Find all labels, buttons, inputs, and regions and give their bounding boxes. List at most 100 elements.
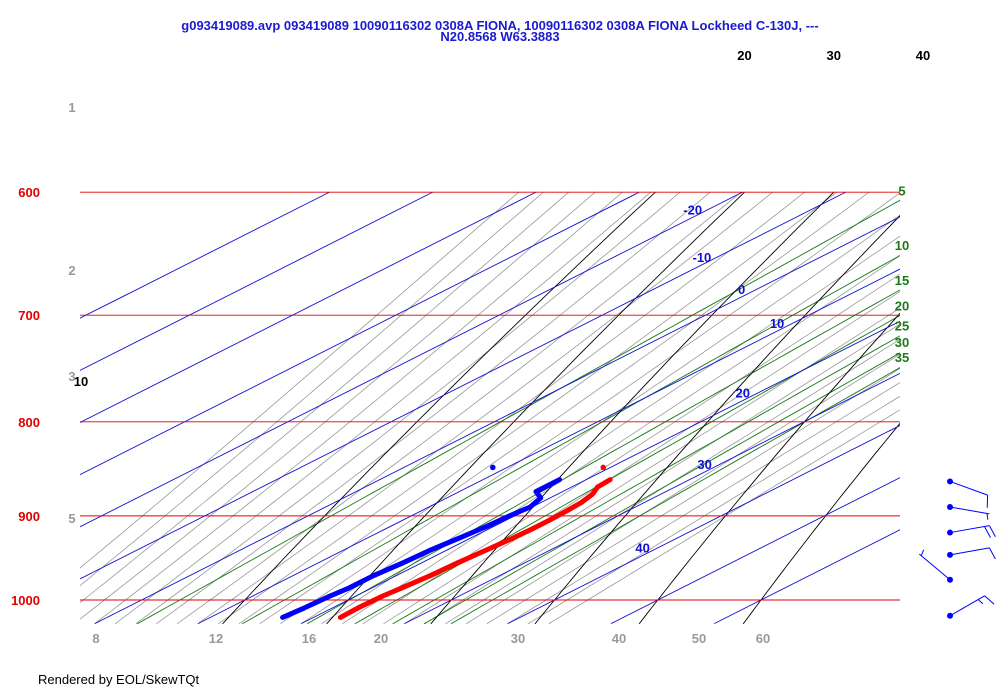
mixing-ratio-label: 10: [895, 238, 909, 253]
moist-adiabat-line: [404, 307, 900, 624]
bottom-scale-label: 20: [374, 631, 388, 646]
wind-barb-feather: [988, 547, 996, 560]
dry-adiabat-label: 10: [74, 374, 88, 389]
wind-barb-feather: [988, 525, 996, 537]
pressure-label: 800: [18, 415, 40, 430]
mixing-ratio-line: [450, 367, 900, 625]
wind-barb: [919, 549, 953, 583]
isotherm-line: [610, 477, 900, 625]
moist-adiabat-line: [383, 291, 900, 624]
dewpoint-trace: [280, 477, 563, 620]
mixing-ratio-label: 15: [895, 273, 909, 288]
bottom-scale-label: 30: [511, 631, 525, 646]
moist-adiabat-line: [300, 214, 900, 624]
dry-adiabat-label: 40: [916, 48, 930, 63]
mixing-ratio-line: [392, 335, 900, 625]
wind-barb-half-feather: [986, 513, 989, 520]
wind-barbs: [919, 478, 996, 619]
mixing-ratio-label: 20: [895, 298, 909, 313]
wind-barb-staff: [949, 506, 990, 515]
mixing-ratio-label: 5: [898, 183, 905, 198]
moist-adiabat-line: [466, 353, 900, 624]
isotherm-label: -20: [683, 202, 702, 217]
isotherms: [80, 191, 900, 625]
isotherm-line: [714, 529, 900, 625]
wind-barb-station: [947, 551, 953, 558]
wind-barb: [947, 478, 989, 508]
bottom-scale-label: 50: [692, 631, 706, 646]
dry-adiabat-label: 20: [737, 48, 751, 63]
isotherm-line: [80, 191, 433, 371]
wind-barb-station: [947, 503, 953, 510]
left-scale-label: 1: [68, 100, 75, 115]
moist-adiabat-line: [486, 368, 900, 624]
mixing-ratio-label: 30: [895, 335, 909, 350]
isotherm-label: 10: [770, 316, 784, 331]
moist-adiabat-line: [176, 191, 742, 624]
chart-subtitle: N20.8568 W63.3883: [440, 29, 560, 44]
dry-adiabat-line: [638, 312, 900, 625]
wind-barb-half-feather: [977, 599, 984, 605]
dry-adiabat-label: 30: [827, 48, 841, 63]
moist-adiabat-line: [80, 191, 520, 569]
dewpoint-point: [489, 464, 496, 471]
wind-barb: [947, 503, 990, 520]
isotherm-line: [301, 320, 900, 625]
moist-adiabat-line: [115, 191, 652, 624]
wind-barb-station: [947, 612, 953, 619]
moist-adiabat-line: [80, 191, 596, 620]
moist-adiabat-line: [80, 191, 570, 604]
temperature-point: [600, 464, 607, 471]
moist-adiabat-line: [280, 192, 900, 624]
isobars: [80, 191, 900, 601]
moist-adiabat-line: [197, 191, 773, 624]
dry-adiabats: [222, 191, 900, 625]
wind-barb-station: [947, 529, 953, 536]
moist-adiabat-line: [342, 255, 900, 624]
moist-adiabat-line: [548, 409, 900, 624]
wind-barb-feather: [984, 526, 991, 538]
wind-barb: [947, 525, 996, 538]
dry-adiabat-line: [742, 422, 900, 625]
bottom-scale-label: 12: [209, 631, 223, 646]
moist-adiabat-line: [528, 395, 900, 624]
isotherm-label: 30: [697, 457, 711, 472]
bottom-scale-label: 60: [756, 631, 770, 646]
bottom-scale-label: 40: [612, 631, 626, 646]
bottom-scale-label: 16: [302, 631, 316, 646]
mixing-ratio-line: [242, 254, 900, 625]
wind-barb-staff: [949, 480, 988, 496]
wind-barb-staff: [949, 547, 990, 556]
moist-adiabat-line: [238, 191, 838, 624]
moist-adiabat-line: [80, 191, 544, 587]
dry-adiabat-line: [222, 191, 656, 625]
wind-barb-station: [947, 478, 953, 485]
isotherm-line: [80, 191, 743, 528]
wind-barb-staff: [949, 525, 990, 534]
isotherm-label: -10: [693, 250, 712, 265]
left-scale-label: 5: [68, 511, 75, 526]
isotherm-line: [404, 372, 900, 625]
isotherm-line: [94, 216, 900, 625]
dry-adiabat-line: [430, 191, 835, 625]
moist-adiabat-line: [156, 191, 711, 624]
isotherm-label: 40: [635, 541, 649, 556]
moist-adiabat-line: [445, 338, 900, 624]
wind-barb-feather: [984, 595, 995, 605]
mixing-ratio-label: 35: [895, 350, 909, 365]
dry-adiabat-line: [534, 215, 900, 625]
isotherm-line: [507, 425, 900, 625]
moist-adiabat-line: [135, 191, 681, 624]
mixing-ratio-line: [423, 352, 900, 625]
mixing-ratio-line: [307, 289, 900, 625]
moist-adiabat-line: [507, 382, 900, 624]
mixing-ratio-line: [137, 199, 900, 625]
chart-title: g093419089.avp 093419089 10090116302 030…: [181, 18, 819, 33]
wind-barb-station: [947, 576, 953, 583]
moist-adiabat-line: [94, 191, 623, 624]
footer-credit: Rendered by EOL/SkewTQt: [38, 672, 200, 687]
pressure-label: 1000: [11, 593, 40, 608]
wind-barb: [947, 595, 995, 619]
sounding-series: [280, 464, 613, 620]
